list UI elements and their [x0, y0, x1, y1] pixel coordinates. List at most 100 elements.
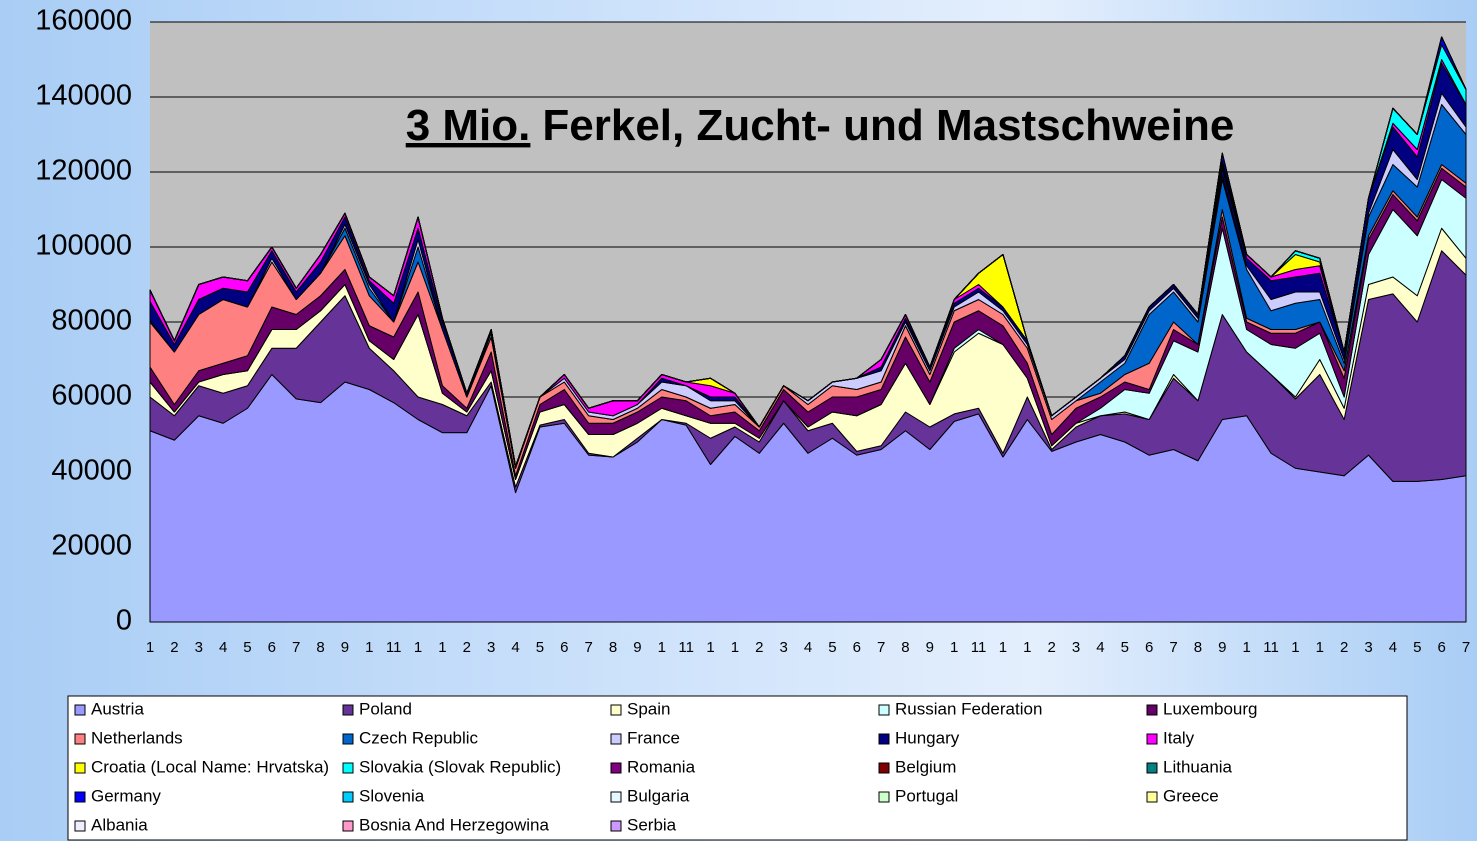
- legend-swatch: [610, 762, 622, 774]
- legend-label: Germany: [91, 786, 161, 805]
- legend-label: Italy: [1163, 728, 1195, 747]
- x-tick-label: 1: [658, 639, 666, 656]
- legend-swatch: [610, 820, 622, 832]
- x-tick-label: 1: [1242, 639, 1250, 656]
- legend-swatch: [74, 820, 86, 832]
- x-tick-label: 7: [292, 639, 300, 656]
- x-tick-label: 7: [1169, 639, 1177, 656]
- x-tick-label: 6: [560, 639, 568, 656]
- x-tick-label: 4: [219, 639, 227, 656]
- legend-swatch: [342, 791, 354, 803]
- legend-label: Slovenia: [359, 786, 425, 805]
- legend: Austria Poland Spain Russian Federation Luxe…: [74, 699, 1258, 834]
- x-tick-label: 9: [633, 639, 641, 656]
- legend-label: Lithuania: [1163, 757, 1233, 776]
- legend-swatch: [1146, 704, 1158, 716]
- x-tick-label: 6: [1437, 639, 1445, 656]
- legend-label: Bosnia And Herzegowina: [359, 815, 550, 834]
- legend-swatch: [74, 791, 86, 803]
- legend-label: Romania: [627, 757, 696, 776]
- x-tick-label: 2: [170, 639, 178, 656]
- legend-box: [67, 695, 1408, 841]
- x-tick-label: 1: [146, 639, 154, 656]
- x-tick-label: 1: [1316, 639, 1324, 656]
- x-tick-label: 5: [828, 639, 836, 656]
- legend-label: Spain: [627, 699, 670, 718]
- y-tick-label: 0: [116, 605, 132, 637]
- legend-swatch: [878, 733, 890, 745]
- legend-swatch: [74, 704, 86, 716]
- legend-swatch: [342, 762, 354, 774]
- x-tick-label: 7: [584, 639, 592, 656]
- x-tick-label: 1: [438, 639, 446, 656]
- y-tick-label: 20000: [51, 530, 132, 562]
- legend-swatch: [1146, 762, 1158, 774]
- y-tick-label: 60000: [51, 380, 132, 412]
- x-tick-label: 1: [1023, 639, 1031, 656]
- x-tick-label: 2: [755, 639, 763, 656]
- x-tick-label: 6: [853, 639, 861, 656]
- legend-swatch: [878, 704, 890, 716]
- legend-label: Slovakia (Slovak Republic): [359, 757, 561, 776]
- chart-title: 3 Mio. Ferkel, Zucht- und Mastschweine: [406, 101, 1235, 150]
- x-tick-label: 1: [1291, 639, 1299, 656]
- x-tick-label: 2: [1048, 639, 1056, 656]
- legend-label: Serbia: [627, 815, 677, 834]
- y-tick-label: 100000: [35, 230, 132, 262]
- y-tick-label: 80000: [51, 305, 132, 337]
- legend-swatch: [1146, 733, 1158, 745]
- legend-label: Croatia (Local Name: Hrvatska): [91, 757, 329, 776]
- x-tick-label: 9: [1218, 639, 1226, 656]
- legend-label: Portugal: [895, 786, 958, 805]
- x-tick-label: 3: [779, 639, 787, 656]
- x-tick-label: 1: [731, 639, 739, 656]
- legend-swatch: [342, 820, 354, 832]
- legend-label: Austria: [91, 699, 144, 718]
- areas: [149, 36, 1467, 623]
- legend-swatch: [342, 733, 354, 745]
- x-tick-label: 6: [268, 639, 276, 656]
- legend-swatch: [878, 762, 890, 774]
- legend-label: Luxembourg: [1163, 699, 1258, 718]
- legend-label: Poland: [359, 699, 412, 718]
- x-tick-label: 9: [926, 639, 934, 656]
- legend-swatch: [74, 733, 86, 745]
- x-tick-label: 11: [971, 639, 987, 656]
- legend-swatch: [610, 704, 622, 716]
- x-tick-label: 8: [609, 639, 617, 656]
- x-tick-label: 2: [463, 639, 471, 656]
- legend-label: France: [627, 728, 680, 747]
- legend-label: Hungary: [895, 728, 960, 747]
- legend-swatch: [610, 733, 622, 745]
- x-tick-label: 11: [1263, 639, 1279, 656]
- x-tick-label: 3: [487, 639, 495, 656]
- x-tick-label: 5: [1413, 639, 1421, 656]
- x-tick-label: 7: [877, 639, 885, 656]
- x-tick-label: 1: [414, 639, 422, 656]
- x-tick-label: 8: [1194, 639, 1202, 656]
- legend-swatch: [1146, 791, 1158, 803]
- x-tick-label: 11: [678, 639, 694, 656]
- x-tick-label: 5: [243, 639, 251, 656]
- legend-label: Russian Federation: [895, 699, 1042, 718]
- x-tick-label: 4: [1096, 639, 1104, 656]
- title-main: Ferkel, Zucht- und Mastschweine: [542, 101, 1234, 150]
- x-tick-label: 3: [1072, 639, 1080, 656]
- legend-label: Albania: [91, 815, 148, 834]
- x-tick-label: 1: [999, 639, 1007, 656]
- x-tick-label: 1: [950, 639, 958, 656]
- x-tick-label: 6: [1145, 639, 1153, 656]
- x-tick-label: 11: [386, 639, 402, 656]
- legend-label: Belgium: [895, 757, 956, 776]
- legend-swatch: [342, 704, 354, 716]
- x-tick-label: 5: [1121, 639, 1129, 656]
- x-tick-label: 4: [1389, 639, 1397, 656]
- x-tick-label: 1: [706, 639, 714, 656]
- x-tick-label: 9: [341, 639, 349, 656]
- x-tick-label: 4: [511, 639, 519, 656]
- y-tick-label: 140000: [35, 80, 132, 112]
- legend-label: Greece: [1163, 786, 1219, 805]
- title-prefix: 3 Mio.: [406, 101, 531, 150]
